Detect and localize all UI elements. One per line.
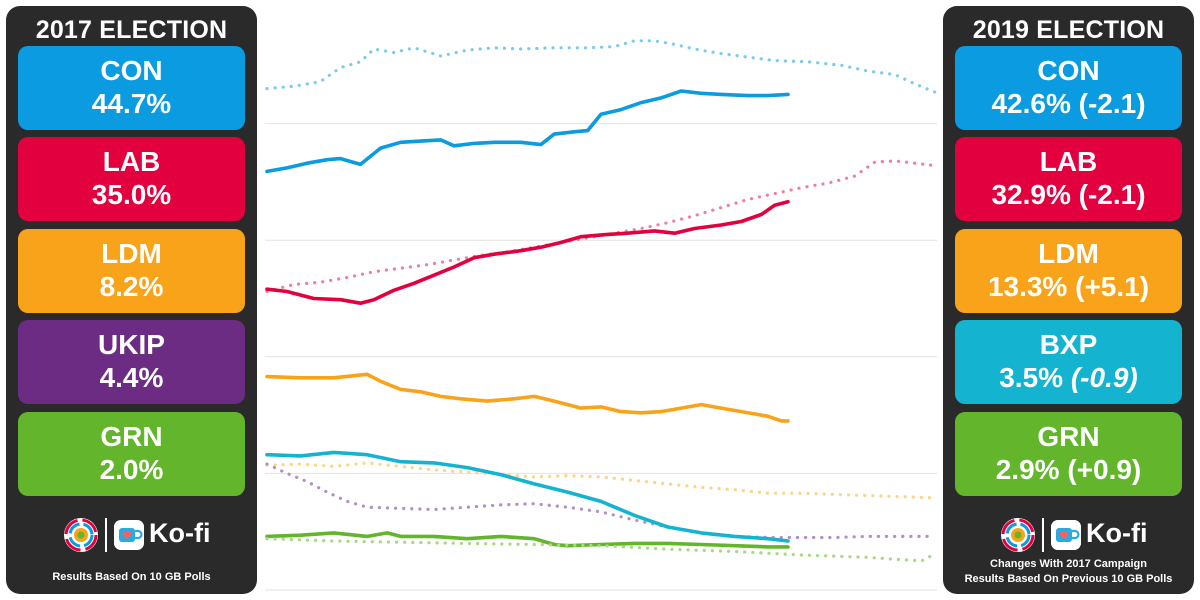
kofi-label: Ko-fi bbox=[149, 518, 211, 548]
series-line-con-2017 bbox=[265, 39, 937, 94]
right-panel-title: 2019 ELECTION bbox=[972, 16, 1165, 44]
series-line-bxp-2019 bbox=[265, 450, 790, 543]
party-change: (+5.1) bbox=[1075, 271, 1150, 302]
series-lines bbox=[265, 39, 937, 563]
brand-divider bbox=[105, 518, 107, 552]
series-line-ukip-2017 bbox=[265, 462, 937, 540]
party-change: (-0.9) bbox=[1070, 362, 1138, 393]
party-name: UKIP bbox=[98, 329, 165, 360]
series-line-ldm-2019 bbox=[265, 372, 790, 423]
party-value-row: 32.9% (-2.1) bbox=[955, 180, 1182, 210]
chart-canvas bbox=[265, 39, 937, 591]
kofi-cup-icon bbox=[1051, 520, 1081, 550]
party-value: 2.9% bbox=[995, 454, 1060, 485]
party-name: CON bbox=[1037, 55, 1100, 86]
party-name: GRN bbox=[1037, 421, 1100, 452]
brand-divider bbox=[1042, 518, 1044, 552]
party-name: CON bbox=[100, 55, 163, 86]
party-value-row: 42.6% (-2.1) bbox=[955, 89, 1182, 119]
right-footnote-line1: Changes With 2017 Campaign bbox=[990, 558, 1147, 570]
left-party-ldm: LDM 8.2% bbox=[18, 229, 245, 313]
party-name: GRN bbox=[100, 421, 163, 452]
right-party-con: CON 42.6% (-2.1) bbox=[955, 46, 1182, 130]
party-value: 44.7% bbox=[91, 88, 172, 119]
right-brand-row[interactable]: Ko-fi bbox=[943, 515, 1194, 555]
right-party-grn: GRN 2.9% (+0.9) bbox=[955, 412, 1182, 496]
series-line-grn-2017 bbox=[265, 537, 937, 563]
right-party-lab: LAB 32.9% (-2.1) bbox=[955, 137, 1182, 221]
party-value-row: 2.9% (+0.9) bbox=[955, 455, 1182, 485]
left-brand-row[interactable]: Ko-fi bbox=[6, 515, 257, 555]
party-name: BXP bbox=[1039, 329, 1098, 360]
kofi-cup-icon bbox=[114, 520, 144, 550]
series-line-ldm-2017 bbox=[265, 461, 937, 500]
series-line-lab-2019 bbox=[265, 199, 790, 306]
left-results-panel: 2017 ELECTION CON 44.7% LAB 35.0% LDM 8.… bbox=[6, 6, 257, 594]
left-party-ukip: UKIP 4.4% bbox=[18, 320, 245, 404]
party-value: 42.6% bbox=[991, 88, 1071, 119]
kofi-label: Ko-fi bbox=[1086, 518, 1148, 548]
party-value: 4.4% bbox=[99, 362, 164, 393]
party-name: LAB bbox=[102, 146, 161, 177]
polling-trend-chart bbox=[265, 0, 937, 600]
right-party-ldm: LDM 13.3% (+5.1) bbox=[955, 229, 1182, 313]
party-name: LDM bbox=[1038, 238, 1099, 269]
series-line-grn-2019 bbox=[265, 531, 790, 549]
party-value-row: 13.3% (+5.1) bbox=[955, 272, 1182, 302]
party-name: LAB bbox=[1039, 146, 1098, 177]
left-footnote: Results Based On 10 GB Polls bbox=[52, 571, 211, 583]
party-value: 2.0% bbox=[99, 454, 164, 485]
site-logo-icon bbox=[1001, 518, 1035, 552]
right-results-panel: 2019 ELECTION CON 42.6% (-2.1) LAB 32.9%… bbox=[943, 6, 1194, 594]
party-value: 35.0% bbox=[91, 179, 172, 210]
left-party-con: CON 44.7% bbox=[18, 46, 245, 130]
series-line-con-2019 bbox=[265, 89, 790, 174]
left-party-lab: LAB 35.0% bbox=[18, 137, 245, 221]
party-value: 8.2% bbox=[99, 271, 164, 302]
party-value-row: 3.5% (-0.9) bbox=[955, 363, 1182, 393]
series-line-lab-2017 bbox=[265, 159, 937, 294]
party-change: (+0.9) bbox=[1067, 454, 1142, 485]
left-party-grn: GRN 2.0% bbox=[18, 412, 245, 496]
party-value: 3.5% bbox=[999, 362, 1064, 393]
party-value: 13.3% bbox=[987, 271, 1068, 302]
party-change: (-2.1) bbox=[1078, 88, 1146, 119]
party-value: 32.9% bbox=[991, 179, 1071, 210]
right-footnote-line2: Results Based On Previous 10 GB Polls bbox=[964, 573, 1173, 585]
right-party-bxp: BXP 3.5% (-0.9) bbox=[955, 320, 1182, 404]
site-logo-icon bbox=[64, 518, 98, 552]
party-change: (-2.1) bbox=[1078, 179, 1146, 210]
left-panel-title: 2017 ELECTION bbox=[35, 16, 228, 44]
party-name: LDM bbox=[101, 238, 162, 269]
gridlines bbox=[265, 123, 937, 591]
